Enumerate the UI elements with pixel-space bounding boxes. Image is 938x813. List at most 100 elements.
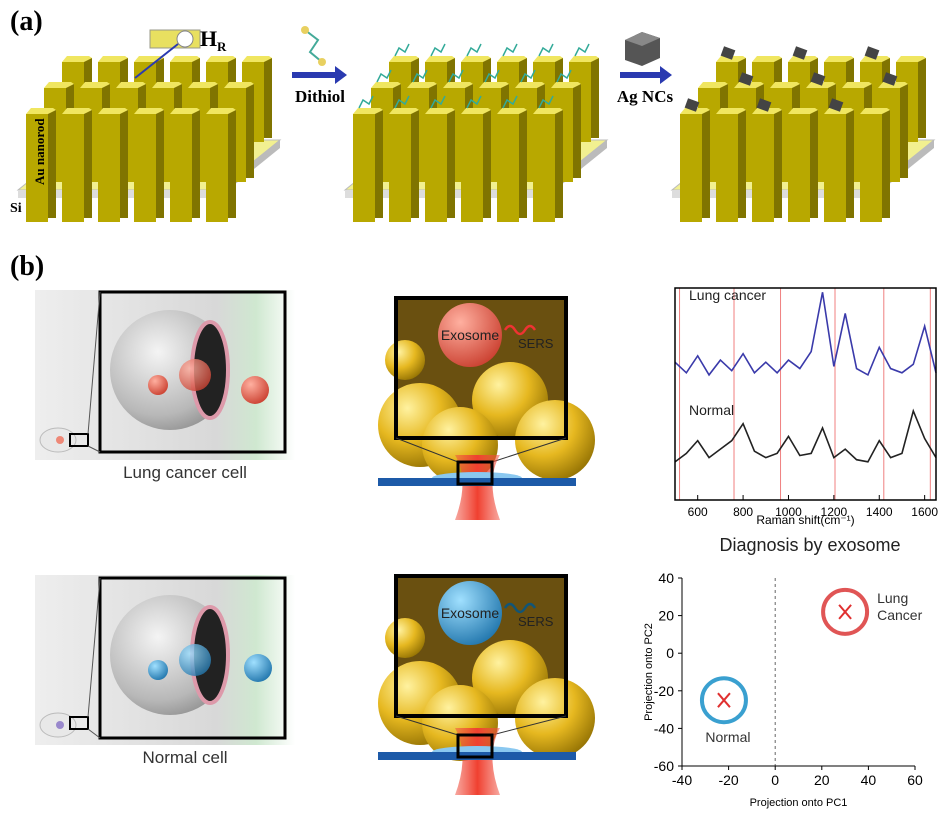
nanorod xyxy=(519,110,527,218)
x-axis-label: Projection onto PC1 xyxy=(750,797,848,809)
nanorod xyxy=(918,58,926,138)
spectrum xyxy=(675,292,936,375)
dithiol xyxy=(359,96,373,108)
series-label: Lung cancer xyxy=(689,287,766,303)
x-tick-label: 800 xyxy=(733,505,753,519)
nanorod xyxy=(555,110,563,218)
nanorod xyxy=(62,114,84,222)
nanorod xyxy=(533,114,555,222)
x-tick-label: 0 xyxy=(771,772,779,788)
cluster-center xyxy=(839,605,851,619)
nanorod xyxy=(591,58,599,138)
nanorod xyxy=(48,110,56,218)
y-tick-label: -20 xyxy=(654,683,674,699)
y-tick-label: -40 xyxy=(654,720,674,736)
nanorod xyxy=(752,114,774,222)
exosome-label: Exosome xyxy=(441,327,500,343)
x-tick-label: 60 xyxy=(907,772,923,788)
nanorod xyxy=(680,114,702,222)
panel-label: (b) xyxy=(10,251,44,282)
y-tick-label: 20 xyxy=(658,608,674,624)
y-tick-label: 40 xyxy=(658,570,674,586)
nanorod xyxy=(84,110,92,218)
dithiol xyxy=(377,70,391,82)
cell-label: Normal cell xyxy=(142,748,227,767)
hr-label: H xyxy=(200,26,217,51)
dithiol xyxy=(395,44,409,56)
nanorod xyxy=(702,110,710,218)
nanorod xyxy=(900,84,908,178)
x-axis-label: Raman shift(cm⁻¹) xyxy=(756,513,854,527)
nanorod xyxy=(573,84,581,178)
sers-label: SERS xyxy=(518,336,554,351)
nanorod xyxy=(483,110,491,218)
figure-canvas: (a) H R Dithiol Ag NCs Au nanorod Si (b)… xyxy=(0,0,938,813)
nanorod xyxy=(134,114,156,222)
nanorod xyxy=(882,110,890,218)
step-label: Dithiol xyxy=(295,87,345,106)
chart-title: Diagnosis by exosome xyxy=(719,535,900,555)
nanorod xyxy=(228,110,236,218)
y-axis-label: Projection onto PC2 xyxy=(643,623,655,721)
panel-label: (a) xyxy=(10,6,43,37)
nanorod xyxy=(788,114,810,222)
nanorod xyxy=(264,58,272,138)
figure: (a) H R Dithiol Ag NCs Au nanorod Si (b)… xyxy=(0,0,938,813)
point-label: Lung Cancer xyxy=(877,590,933,624)
exosome-label: Exosome xyxy=(441,605,500,621)
nanorod xyxy=(170,114,192,222)
hr-label-sub: R xyxy=(217,39,227,54)
x-tick-label: -20 xyxy=(718,772,738,788)
dithiol-icon xyxy=(318,58,326,66)
dithiol xyxy=(503,44,517,56)
nanorod xyxy=(156,110,164,218)
cell-label: Lung cancer cell xyxy=(123,463,247,482)
nanorod xyxy=(425,114,447,222)
nanorod xyxy=(353,114,375,222)
nanorod xyxy=(824,114,846,222)
dithiol-icon xyxy=(301,26,309,34)
nanorod xyxy=(120,110,128,218)
x-tick-label: 600 xyxy=(688,505,708,519)
nanorod xyxy=(461,114,483,222)
dithiol-icon xyxy=(305,30,322,62)
nanorod xyxy=(774,110,782,218)
nanorod xyxy=(716,114,738,222)
step-label: Ag NCs xyxy=(617,87,674,106)
nanorod xyxy=(411,110,419,218)
nanorod xyxy=(810,110,818,218)
arrow xyxy=(292,66,347,84)
spectrum xyxy=(675,411,936,462)
dithiol xyxy=(431,44,445,56)
series-label: Normal xyxy=(689,402,734,418)
nanorod xyxy=(389,114,411,222)
nanorod-arrays xyxy=(18,44,934,222)
x-tick-label: 40 xyxy=(861,772,877,788)
dithiol xyxy=(575,44,589,56)
nanorod xyxy=(447,110,455,218)
nanorod xyxy=(98,114,120,222)
sers-label: SERS xyxy=(518,614,554,629)
nanorod xyxy=(860,114,882,222)
x-tick-label: -40 xyxy=(672,772,692,788)
x-tick-label: 1400 xyxy=(866,505,893,519)
nanorod xyxy=(738,110,746,218)
plot-frame xyxy=(675,288,936,500)
substrate-label: Si xyxy=(10,201,22,216)
point-label: Normal xyxy=(705,729,750,745)
nanorod xyxy=(206,114,228,222)
cluster-center xyxy=(718,693,730,707)
dithiol xyxy=(539,44,553,56)
nanorod xyxy=(375,110,383,218)
cell-illustration xyxy=(35,290,295,460)
x-tick-label: 20 xyxy=(814,772,830,788)
rod-label: Au nanorod xyxy=(32,118,47,185)
nanorod xyxy=(846,110,854,218)
y-tick-label: 0 xyxy=(666,645,674,661)
x-tick-label: 1600 xyxy=(911,505,938,519)
dithiol xyxy=(467,44,481,56)
nanorod xyxy=(192,110,200,218)
nanorod xyxy=(246,84,254,178)
nanorod xyxy=(497,114,519,222)
hr-inset xyxy=(177,31,193,47)
